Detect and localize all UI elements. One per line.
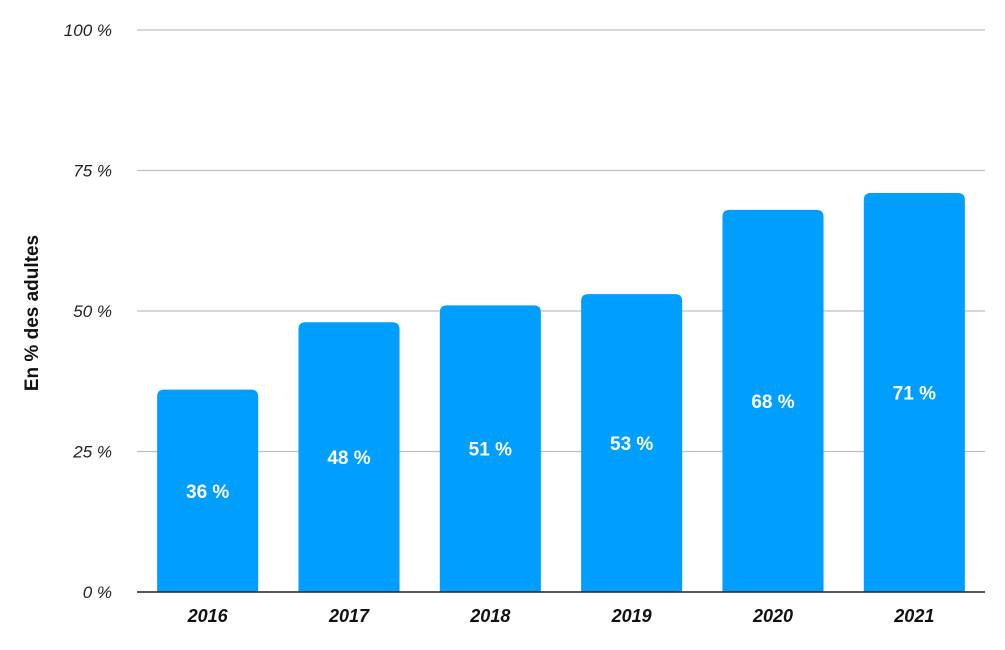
data-label: 51 % [469, 440, 512, 461]
y-tick-label: 75 % [73, 162, 112, 181]
y-tick-label: 100 % [64, 21, 112, 40]
y-tick-label: 0 % [83, 583, 112, 602]
data-label: 68 % [751, 392, 794, 413]
y-axis-title: En % des adultes [22, 235, 43, 391]
bar-2016 [157, 389, 259, 592]
bars [157, 192, 965, 593]
bar-2018 [439, 305, 541, 592]
x-category-label: 2021 [893, 606, 934, 626]
x-category-label: 2017 [328, 606, 370, 626]
bar-2017 [298, 322, 400, 592]
data-label: 53 % [610, 434, 653, 455]
x-category-label: 2020 [752, 606, 793, 626]
data-labels: 36 % 48 % 51 % 53 % 68 % 71 % [186, 383, 936, 502]
data-label: 71 % [893, 383, 936, 404]
bar-2020 [722, 209, 824, 592]
x-axis-categories: 2016 2017 2018 2019 2020 2021 [187, 606, 935, 626]
bar-2021 [863, 192, 965, 593]
x-category-label: 2016 [187, 606, 229, 626]
gridlines [137, 29, 985, 453]
bar-2019 [581, 294, 683, 592]
x-category-label: 2019 [611, 606, 652, 626]
data-label: 36 % [186, 482, 229, 503]
y-axis-ticks: 0 % 25 % 50 % 75 % 100 % [64, 21, 112, 602]
data-label: 48 % [327, 448, 370, 469]
x-category-label: 2018 [469, 606, 510, 626]
y-tick-label: 25 % [72, 443, 112, 462]
y-tick-label: 50 % [73, 302, 112, 321]
